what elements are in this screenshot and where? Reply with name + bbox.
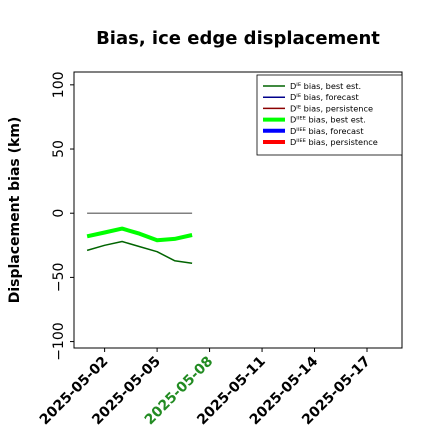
y-tick-label: 50 xyxy=(51,140,67,158)
series-line-3 xyxy=(86,226,193,243)
legend-label: Dᴵᴱ bias, forecast xyxy=(290,92,360,102)
legend-label: Dᴵᴵᴱᴱ bias, forecast xyxy=(290,126,364,136)
y-tick-label: −50 xyxy=(51,263,67,293)
series-line-0 xyxy=(86,240,193,265)
legend-label: Dᴵᴱ bias, best est. xyxy=(290,81,361,91)
legend: Dᴵᴱ bias, best est.Dᴵᴱ bias, forecastDᴵᴱ… xyxy=(256,74,403,156)
legend-label: Dᴵᴱ bias, persistence xyxy=(290,103,373,113)
plot-frame xyxy=(73,71,403,349)
y-tick-label: −100 xyxy=(51,322,67,360)
legend-label: Dᴵᴵᴱᴱ bias, persistence xyxy=(290,137,378,147)
legend-label: Dᴵᴵᴱᴱ bias, best est. xyxy=(290,115,366,125)
chart-title: Bias, ice edge displacement xyxy=(96,28,380,49)
y-tick-label: 0 xyxy=(51,209,67,218)
y-tick-label: 100 xyxy=(51,71,67,98)
y-axis-label: Displacement bias (km) xyxy=(7,117,23,304)
